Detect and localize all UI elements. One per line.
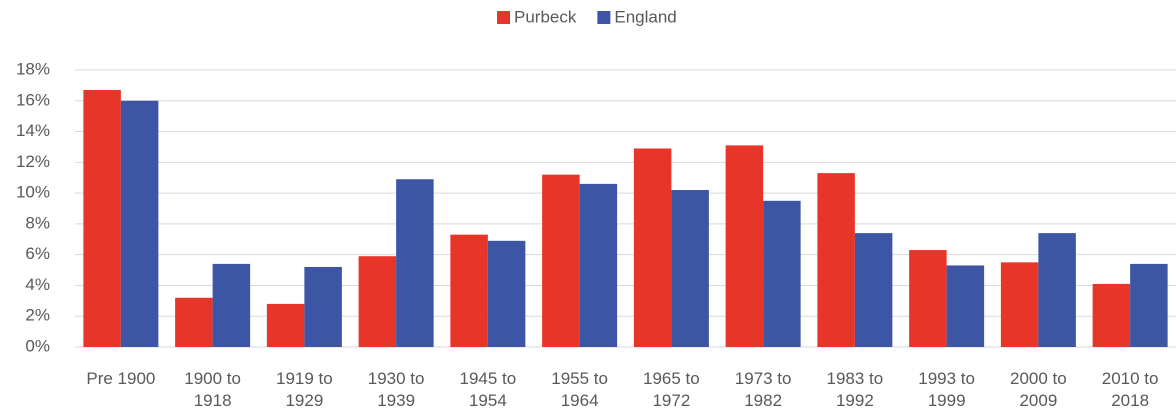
bar [212,263,251,347]
x-tick-label: 1900 to 1918 [184,369,241,410]
bar [946,265,985,347]
bar [487,240,526,347]
x-tick-label: 2010 to 2018 [1101,369,1159,410]
y-tick-label: 4% [25,275,50,294]
bar [83,90,121,347]
x-tick-label: 1955 to 1964 [551,369,608,410]
bar [396,179,434,347]
x-tick-label: 2000 to 2009 [1010,369,1067,410]
x-tick-label: 1993 to 1999 [918,369,975,410]
x-tick-label: 1919 to 1929 [276,369,333,410]
y-tick-label: 14% [16,121,50,140]
bar [817,173,855,347]
bar [671,190,709,347]
legend-swatch [597,11,611,24]
bar [909,250,947,347]
y-tick-label: 10% [16,183,50,202]
bar [450,234,488,347]
x-tick-label: Pre 1900 [86,369,156,388]
bar [542,174,580,347]
x-tick-label: 1973 to 1982 [734,369,792,410]
x-tick-label: 1930 to 1939 [367,369,425,410]
bar [266,303,305,347]
x-tick-label: 1965 to 1972 [643,369,700,410]
legend-swatch [497,11,510,24]
x-tick-label: 1945 to 1954 [459,369,517,410]
bar [579,183,618,347]
bar [854,233,893,347]
bar [763,200,801,347]
y-tick-label: 8% [25,213,50,232]
x-tick-label: 1983 to 1992 [826,369,884,410]
y-tick-label: 12% [16,152,50,171]
legend-label: England [614,7,676,26]
bar [1092,283,1131,347]
y-tick-label: 0% [25,336,50,355]
bar [1000,262,1039,347]
y-tick-label: 18% [16,59,50,78]
bar [358,256,397,347]
legend-label: Purbeck [514,7,577,26]
bar [633,148,672,347]
bar [120,100,159,348]
bar [304,266,342,347]
y-tick-label: 6% [25,244,50,263]
bar [1038,233,1076,347]
bar [725,145,764,347]
bar [1130,263,1168,347]
y-tick-label: 2% [25,306,50,325]
y-tick-label: 16% [16,90,50,109]
bar [175,297,213,347]
